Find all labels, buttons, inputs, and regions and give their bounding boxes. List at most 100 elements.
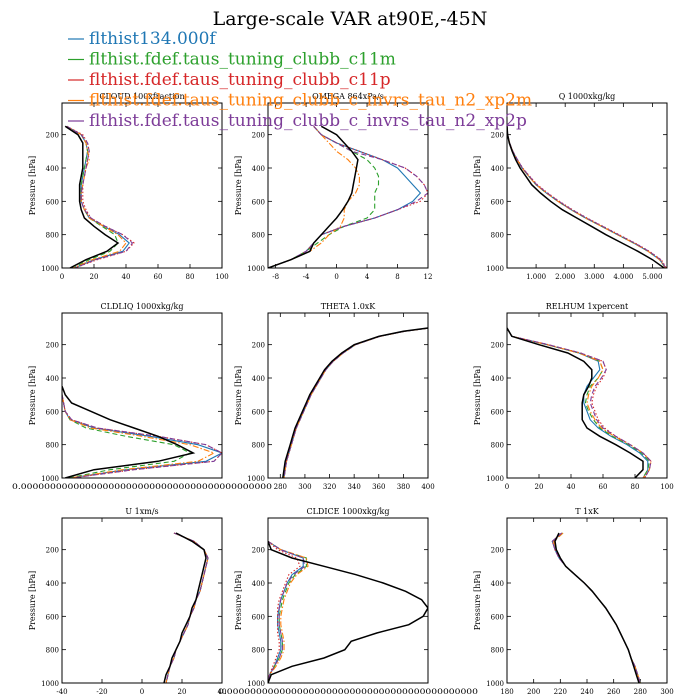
panel-frame-q	[506, 102, 668, 269]
x-tick-label-theta-1: 300	[298, 483, 311, 491]
curves-relhum	[507, 327, 652, 478]
series-line-cloud-1	[66, 125, 119, 268]
x-tick-label-omega-0: -8	[272, 273, 279, 281]
y-tick-label-theta-600: 600	[252, 408, 265, 416]
y-tick-label-u-400: 400	[46, 580, 59, 588]
y-tick-label-u-1000: 1000	[41, 680, 59, 688]
panel-frame-t	[506, 517, 668, 684]
x-tick-label-theta-6: 400	[421, 483, 434, 491]
y-tick-label-q-200: 200	[491, 132, 504, 140]
x-tick-label-omega-4: 8	[395, 273, 399, 281]
series-line-cldice-0	[268, 540, 304, 683]
y-tick-label-theta-400: 400	[252, 375, 265, 383]
y-tick-label-relhum-800: 800	[491, 442, 504, 450]
y-tick-label-cldice-200: 200	[252, 547, 265, 555]
panel-title-q: Q 1000xkg/kg	[559, 92, 616, 101]
figure-title: Large-scale VAR at90E,-45N	[213, 8, 488, 30]
series-line-cldliq-4	[62, 386, 222, 478]
x-tick-label-t-0: 180	[500, 688, 513, 696]
x-tick-label-relhum-1: 20	[535, 483, 544, 491]
x-tick-label-t-6: 300	[660, 688, 673, 696]
legend: flthist134.000fflthist.fdef.taus_tuning_…	[68, 29, 532, 131]
series-line-t-4	[551, 532, 641, 683]
panel-title-u: U 1xm/s	[125, 507, 158, 516]
y-tick-label-cldliq-400: 400	[46, 375, 59, 383]
x-tick-label-u-0: -40	[56, 688, 67, 696]
y-tick-label-cldice-1000: 1000	[247, 680, 265, 688]
y-tick-label-t-400: 400	[491, 580, 504, 588]
y-tick-label-cldice-800: 800	[252, 647, 265, 655]
y-axis-label-relhum: Pressure [hPa]	[473, 366, 482, 426]
series-line-t-0	[551, 532, 641, 683]
panel-theta: THETA 1.0xK Pressure [hPa] 200 400 600 800 100…	[234, 302, 435, 491]
control-line-cloud	[64, 125, 120, 268]
y-tick-label-theta-1000: 1000	[247, 475, 265, 483]
x-tick-label-omega-2: 0	[334, 273, 338, 281]
series-line-relhum-4	[507, 327, 652, 478]
y-tick-label-omega-600: 600	[252, 198, 265, 206]
y-tick-label-theta-800: 800	[252, 442, 265, 450]
y-tick-label-q-600: 600	[491, 198, 504, 206]
y-axis-label-cldliq: Pressure [hPa]	[28, 366, 37, 426]
x-tick-label-omega-1: -4	[303, 273, 310, 281]
x-tick-label-u-2: 0	[140, 688, 144, 696]
legend-entry-4: flthist.fdef.taus_tuning_clubb_c_invrs_t…	[89, 111, 527, 131]
y-tick-label-omega-400: 400	[252, 165, 265, 173]
series-line-cldice-3	[268, 540, 309, 683]
x-tick-label-t-5: 280	[634, 688, 647, 696]
x-tick-label-cloud-3: 60	[154, 273, 163, 281]
x-tick-label-theta-2: 320	[323, 483, 336, 491]
panel-frame-cldice	[267, 517, 429, 684]
y-tick-label-cloud-200: 200	[46, 132, 59, 140]
y-tick-label-cldliq-200: 200	[46, 342, 59, 350]
panel-frame-omega	[267, 102, 429, 269]
x-tick-label-theta-3: 340	[347, 483, 360, 491]
series-line-q-2	[507, 126, 667, 268]
y-tick-label-cldliq-1000: 1000	[41, 475, 59, 483]
y-axis-label-theta: Pressure [hPa]	[234, 366, 243, 426]
y-tick-label-cloud-400: 400	[46, 165, 59, 173]
x-tick-label-cloud-2: 40	[122, 273, 131, 281]
panel-cldliq: CLDLIQ 1000xkg/kg Pressure [hPa] 200 400 600…	[12, 302, 272, 491]
curves-cldice	[268, 540, 428, 683]
y-tick-label-t-1000: 1000	[486, 680, 504, 688]
panel-frame-u	[61, 517, 223, 684]
x-tick-label-relhum-4: 80	[631, 483, 640, 491]
control-line-omega	[268, 125, 359, 268]
series-line-t-2	[551, 532, 641, 683]
x-tick-label-t-1: 200	[527, 688, 540, 696]
y-tick-label-u-600: 600	[46, 613, 59, 621]
y-tick-label-cldliq-600: 600	[46, 408, 59, 416]
control-line-cldice	[268, 541, 428, 683]
series-line-cldice-2	[268, 540, 301, 683]
series-line-theta-4	[283, 327, 428, 478]
y-tick-label-omega-200: 200	[252, 132, 265, 140]
series-line-cloud-3	[66, 125, 127, 268]
y-tick-label-u-200: 200	[46, 547, 59, 555]
x-tick-labels-cldice: 0.00000000000000000000000000000000000000…	[218, 688, 478, 696]
legend-entry-1: flthist.fdef.taus_tuning_clubb_c11m	[89, 50, 396, 70]
x-tick-label-t-4: 260	[607, 688, 620, 696]
series-line-cloud-2	[66, 125, 135, 268]
x-tick-label-cloud-0: 0	[60, 273, 64, 281]
legend-entry-0: flthist134.000f	[89, 29, 217, 49]
x-tick-label-u-3: 20	[178, 688, 187, 696]
control-line-u	[163, 532, 207, 683]
x-tick-label-omega-3: 4	[365, 273, 370, 281]
series-line-cldliq-1	[62, 386, 192, 478]
x-tick-label-relhum-5: 100	[660, 483, 673, 491]
y-tick-label-t-600: 600	[491, 613, 504, 621]
y-tick-label-q-400: 400	[491, 165, 504, 173]
curves-theta	[282, 327, 428, 478]
curves-cloud	[64, 125, 135, 268]
y-tick-label-omega-800: 800	[252, 232, 265, 240]
series-line-relhum-2	[507, 327, 652, 478]
curves-u	[163, 532, 209, 683]
panel-frame-cldliq	[61, 312, 223, 479]
curves-q	[507, 126, 667, 268]
series-line-cldliq-3	[62, 386, 216, 478]
